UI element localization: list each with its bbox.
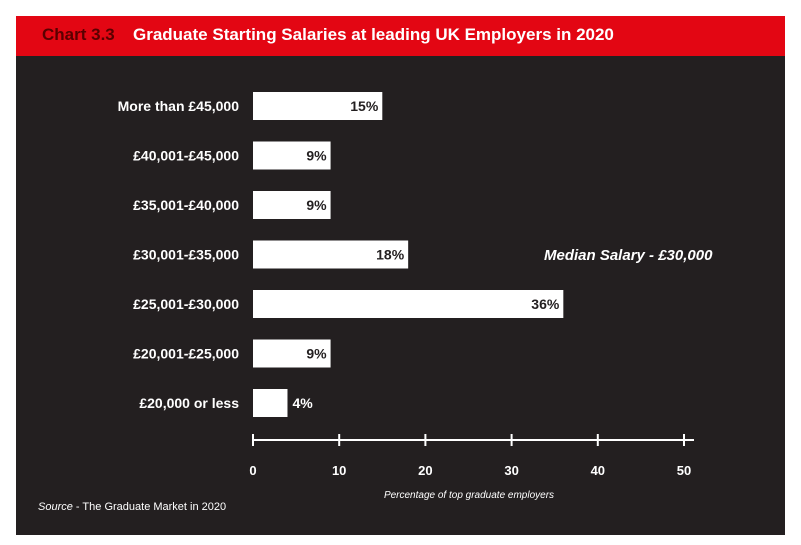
category-label: £30,001-£35,000 bbox=[133, 247, 239, 263]
x-tick-label: 40 bbox=[591, 463, 605, 478]
category-label: £20,000 or less bbox=[139, 395, 239, 411]
x-tick-label: 20 bbox=[418, 463, 432, 478]
source-note: Source - The Graduate Market in 2020 bbox=[38, 501, 226, 513]
value-label: 4% bbox=[292, 395, 313, 411]
x-tick-label: 30 bbox=[504, 463, 518, 478]
bar bbox=[253, 191, 331, 219]
bar bbox=[253, 141, 331, 170]
category-label: More than £45,000 bbox=[118, 98, 240, 114]
category-label: £40,001-£45,000 bbox=[133, 148, 239, 164]
bar bbox=[253, 92, 383, 120]
category-label: £35,001-£40,000 bbox=[133, 197, 239, 213]
category-label: £25,001-£30,000 bbox=[133, 296, 239, 312]
bars: More than £45,000 15% £40,001-£45,000 9% £35… bbox=[118, 92, 564, 417]
source-prefix: Source bbox=[38, 501, 73, 513]
median-annotation: Median Salary - £30,000 bbox=[544, 247, 713, 264]
value-label: 18% bbox=[376, 247, 405, 263]
value-label: 36% bbox=[531, 296, 560, 312]
bar bbox=[253, 290, 564, 318]
bar bbox=[253, 339, 331, 368]
category-label: £20,001-£25,000 bbox=[133, 346, 239, 362]
bar bbox=[253, 389, 288, 417]
value-label: 9% bbox=[306, 197, 327, 213]
x-axis: 0 10 20 30 40 50 bbox=[249, 434, 694, 478]
chart-title: Graduate Starting Salaries at leading UK… bbox=[133, 25, 614, 44]
x-tick-label: 0 bbox=[249, 463, 256, 478]
chart-panel: Chart 3.3 Graduate Starting Salaries at … bbox=[16, 16, 785, 535]
x-tick-label: 50 bbox=[677, 463, 691, 478]
x-tick-label: 10 bbox=[332, 463, 346, 478]
chart-number: Chart 3.3 bbox=[42, 25, 115, 44]
value-label: 9% bbox=[306, 148, 327, 164]
value-label: 9% bbox=[306, 346, 327, 362]
source-text: - The Graduate Market in 2020 bbox=[72, 501, 227, 513]
bar bbox=[253, 240, 409, 269]
chart-header: Chart 3.3 Graduate Starting Salaries at … bbox=[16, 16, 785, 56]
value-label: 15% bbox=[350, 98, 379, 114]
x-axis-title: Percentage of top graduate employers bbox=[384, 490, 554, 501]
